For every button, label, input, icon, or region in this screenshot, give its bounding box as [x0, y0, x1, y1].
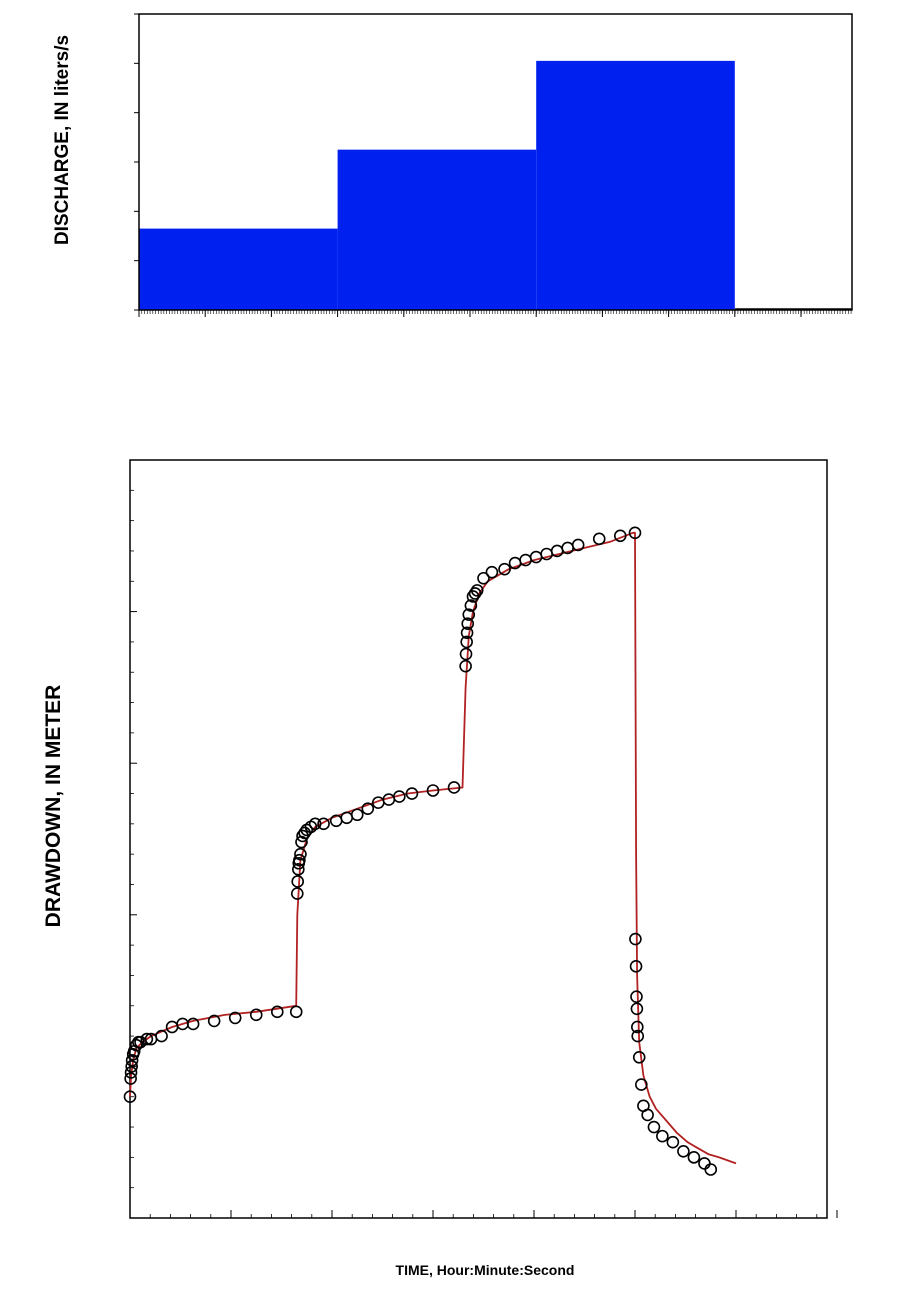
- drawdown-observed-point: [228, 1011, 242, 1025]
- drawdown-observed-point: [656, 1129, 669, 1143]
- discharge-y-axis-label: DISCHARGE, IN liters/s: [52, 35, 73, 245]
- drawdown-observed-point: [293, 853, 306, 867]
- drawdown-observed-point: [613, 529, 627, 543]
- drawdown-observed-point: [124, 1066, 138, 1079]
- drawdown-observed-point: [186, 1017, 200, 1031]
- drawdown-observed-point: [698, 1157, 711, 1170]
- drawdown-observed-point: [677, 1144, 690, 1158]
- drawdown-observed-point: [125, 1054, 139, 1067]
- discharge-y-axis: [134, 13, 139, 311]
- drawdown-observed-point: [125, 1060, 138, 1073]
- drawdown-observed-point: [317, 817, 330, 831]
- drawdown-observed-point: [628, 526, 642, 540]
- drawdown-observed-point: [461, 617, 475, 631]
- drawdown-simulated-line: [129, 531, 737, 1165]
- drawdown-observed-point: [647, 1120, 661, 1134]
- drawdown-observed-point: [290, 887, 304, 900]
- discharge-x-axis: [138, 310, 852, 317]
- drawdown-observed-point: [635, 1078, 648, 1091]
- drawdown-observed-point: [249, 1008, 263, 1022]
- drawdown-observed-point: [629, 960, 643, 973]
- drawdown-observed-point: [470, 584, 484, 597]
- drawdown-observed-point: [294, 847, 307, 861]
- drawdown-observed-point: [529, 550, 543, 564]
- drawdown-x-axis-label: TIME, Hour:Minute:Second: [396, 1262, 575, 1278]
- drawdown-observed-point: [292, 863, 305, 876]
- drawdown-y-axis-label: DRAWDOWN, IN METER: [42, 685, 65, 928]
- drawdown-observed-point: [632, 1051, 646, 1064]
- drawdown-observed-point: [704, 1163, 718, 1176]
- drawdown-observed-point: [155, 1029, 168, 1043]
- drawdown-observed-point: [123, 1090, 137, 1104]
- drawdown-observed-point: [630, 990, 643, 1003]
- drawdown-observed-point: [460, 626, 474, 640]
- discharge-step-bar: [139, 228, 338, 310]
- drawdown-observed-point: [308, 817, 322, 831]
- drawdown-observed-point: [641, 1108, 654, 1122]
- drawdown-observed-point: [687, 1151, 701, 1164]
- drawdown-observed-point: [361, 802, 375, 815]
- drawdown-observed-point: [498, 562, 511, 576]
- drawdown-observed-point: [666, 1135, 680, 1149]
- drawdown-observed-point: [629, 932, 642, 946]
- drawdown-y-axis: [130, 459, 137, 1219]
- drawdown-observed-point: [462, 608, 476, 621]
- drawdown-observed-point: [124, 1072, 137, 1085]
- drawdown-observed-point: [447, 781, 461, 794]
- discharge-step-bar: [337, 149, 537, 310]
- drawdown-x-axis: [129, 1210, 838, 1218]
- drawdown-plot-frame: [129, 459, 828, 1219]
- drawdown-observed-markers: [123, 526, 718, 1176]
- drawdown-observed-point: [631, 1020, 644, 1034]
- discharge-bars: [139, 60, 852, 310]
- drawdown-simulated-line-group: [129, 531, 737, 1165]
- drawdown-observed-point: [350, 808, 364, 822]
- drawdown-observed-point: [291, 875, 305, 888]
- drawdown-observed-point: [393, 790, 406, 803]
- drawdown-observed-point: [592, 532, 606, 546]
- drawdown-observed-point: [459, 647, 473, 661]
- drawdown-observed-point: [405, 787, 419, 800]
- drawdown-chart: DRAWDOWN, IN METER TIME, Hour:Minute:Sec…: [42, 459, 838, 1278]
- drawdown-observed-point: [477, 571, 490, 585]
- discharge-chart: DISCHARGE, IN liters/s: [52, 13, 853, 317]
- drawdown-observed-point: [460, 635, 473, 649]
- drawdown-observed-point: [459, 659, 472, 673]
- drawdown-observed-point: [630, 1002, 644, 1016]
- drawdown-observed-point: [631, 1029, 645, 1043]
- drawdown-observed-point: [140, 1032, 154, 1046]
- drawdown-observed-point: [426, 784, 440, 797]
- drawdown-observed-point: [571, 538, 585, 552]
- drawdown-observed-point: [485, 565, 499, 579]
- drawdown-observed-point: [468, 587, 482, 600]
- drawdown-observed-point: [464, 599, 478, 612]
- drawdown-observed-point: [207, 1014, 221, 1028]
- drawdown-observed-point: [270, 1005, 284, 1019]
- drawdown-observed-point: [340, 811, 354, 825]
- discharge-step-bar: [536, 60, 735, 310]
- drawdown-observed-point: [289, 1005, 303, 1019]
